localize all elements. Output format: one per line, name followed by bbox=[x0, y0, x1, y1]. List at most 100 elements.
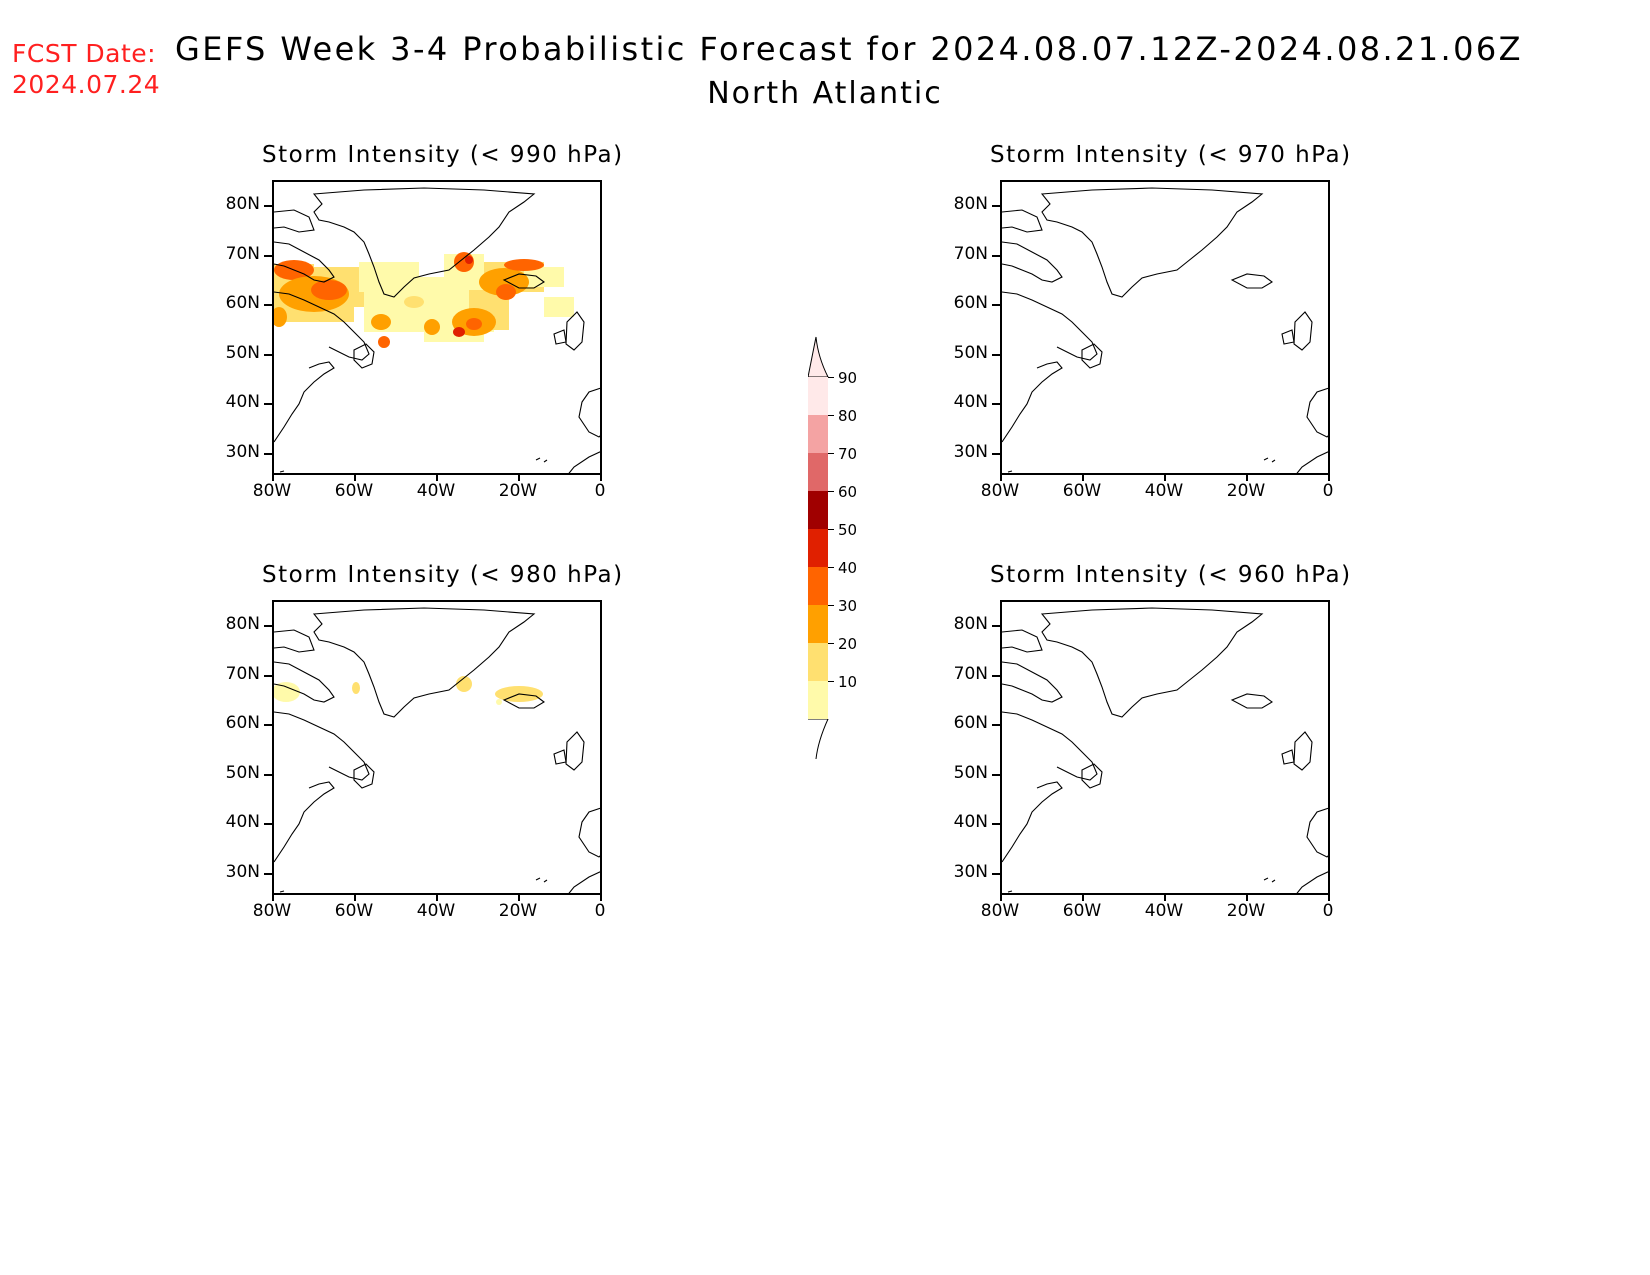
lon-tick bbox=[1328, 893, 1330, 901]
page-title: GEFS Week 3-4 Probabilistic Forecast for… bbox=[175, 30, 1523, 68]
lat-label: 60N bbox=[953, 713, 988, 733]
lon-label: 0 bbox=[1322, 481, 1334, 501]
page-subtitle: North Atlantic bbox=[707, 76, 943, 111]
colorbar-tick bbox=[828, 681, 834, 682]
lon-label: 60W bbox=[334, 901, 374, 921]
lon-tick bbox=[518, 473, 520, 481]
lon-label: 60W bbox=[1062, 901, 1102, 921]
lon-tick bbox=[272, 893, 274, 901]
colorbar-tick bbox=[828, 643, 834, 644]
colorbar-tick bbox=[828, 605, 834, 606]
lon-tick bbox=[1246, 893, 1248, 901]
lon-tick bbox=[1164, 473, 1166, 481]
lat-tick bbox=[264, 773, 272, 776]
lat-label: 70N bbox=[225, 663, 260, 684]
lon-tick bbox=[1000, 473, 1002, 481]
map-frame bbox=[272, 600, 602, 895]
colorbar-label: 80 bbox=[838, 407, 858, 425]
panel-960: Storm Intensity (< 960 hPa) 80N 70N 60N 50N 4… bbox=[954, 560, 1438, 940]
panel-title: Storm Intensity (< 990 hPa) bbox=[262, 142, 624, 168]
lon-tick bbox=[1082, 893, 1084, 901]
lon-label: 0 bbox=[594, 481, 606, 501]
lon-tick bbox=[272, 473, 274, 481]
lat-tick bbox=[992, 353, 1000, 356]
colorbar-label: 50 bbox=[838, 521, 858, 539]
lon-label: 60W bbox=[1062, 481, 1102, 501]
lat-label: 80N bbox=[225, 614, 260, 634]
lat-tick bbox=[992, 773, 1000, 776]
colorbar-swatch bbox=[808, 605, 828, 643]
lat-label: 60N bbox=[953, 293, 988, 313]
lat-tick bbox=[992, 823, 1000, 825]
lon-label: 80W bbox=[252, 481, 292, 501]
lat-tick bbox=[264, 452, 272, 455]
lat-tick bbox=[992, 304, 1000, 306]
colorbar-swatch bbox=[808, 529, 828, 567]
colorbar-swatch bbox=[808, 567, 828, 605]
lat-tick bbox=[264, 625, 272, 627]
lon-tick bbox=[1164, 893, 1166, 901]
lon-tick bbox=[354, 473, 356, 481]
lat-label: 30N bbox=[225, 441, 260, 462]
colorbar-swatch bbox=[808, 453, 828, 491]
lat-tick bbox=[992, 872, 1000, 875]
lat-tick bbox=[264, 674, 272, 677]
colorbar-swatch bbox=[808, 415, 828, 453]
lat-label: 80N bbox=[953, 614, 988, 634]
colorbar-label: 90 bbox=[838, 369, 858, 387]
panel-970: Storm Intensity (< 970 hPa) 80N 70N 60N 50N 4… bbox=[954, 140, 1438, 520]
lon-label: 40W bbox=[416, 481, 456, 501]
lon-label: 40W bbox=[1144, 481, 1184, 501]
lat-label: 70N bbox=[953, 243, 988, 264]
lat-tick bbox=[992, 205, 1000, 207]
lon-label: 20W bbox=[1226, 481, 1266, 501]
lat-tick bbox=[992, 254, 1000, 257]
map-frame bbox=[1000, 600, 1330, 895]
lon-label: 0 bbox=[1322, 901, 1334, 921]
colorbar-label: 60 bbox=[838, 483, 858, 501]
lon-tick bbox=[518, 893, 520, 901]
lon-tick bbox=[600, 473, 602, 481]
lon-tick bbox=[1082, 473, 1084, 481]
lat-tick bbox=[264, 403, 272, 405]
lon-tick bbox=[1000, 893, 1002, 901]
lon-label: 80W bbox=[980, 901, 1020, 921]
panel-title: Storm Intensity (< 960 hPa) bbox=[990, 562, 1352, 588]
lat-tick bbox=[992, 403, 1000, 405]
lat-tick bbox=[992, 625, 1000, 627]
colorbar-label: 30 bbox=[838, 597, 858, 615]
colorbar-label: 40 bbox=[838, 559, 858, 577]
lat-tick bbox=[992, 674, 1000, 677]
colorbar-tick bbox=[828, 415, 834, 416]
colorbar-top-cap bbox=[807, 335, 830, 383]
lat-label: 30N bbox=[225, 861, 260, 882]
colorbar-swatch bbox=[808, 377, 828, 415]
panel-title: Storm Intensity (< 980 hPa) bbox=[262, 562, 624, 588]
lat-label: 50N bbox=[225, 762, 260, 783]
lat-label: 50N bbox=[225, 342, 260, 363]
lon-label: 20W bbox=[498, 481, 538, 501]
lon-tick bbox=[436, 473, 438, 481]
lon-tick bbox=[436, 893, 438, 901]
panel-title: Storm Intensity (< 970 hPa) bbox=[990, 142, 1352, 168]
lat-label: 70N bbox=[953, 663, 988, 684]
colorbar-tick bbox=[828, 567, 834, 568]
lat-label: 50N bbox=[953, 762, 988, 783]
lon-label: 40W bbox=[1144, 901, 1184, 921]
map-frame bbox=[1000, 180, 1330, 475]
colorbar-label: 70 bbox=[838, 445, 858, 463]
colorbar-label: 20 bbox=[838, 635, 858, 653]
fcst-date-label: FCST Date: bbox=[12, 39, 157, 68]
lon-label: 60W bbox=[334, 481, 374, 501]
colorbar-swatch bbox=[808, 681, 828, 719]
lat-label: 80N bbox=[953, 194, 988, 214]
lon-label: 80W bbox=[980, 481, 1020, 501]
lat-tick bbox=[264, 823, 272, 825]
lat-label: 50N bbox=[953, 342, 988, 363]
panel-990: Storm Intensity (< 990 hPa) 80N 70N 60N 50N 4… bbox=[226, 140, 710, 520]
lon-label: 0 bbox=[594, 901, 606, 921]
lon-tick bbox=[1246, 473, 1248, 481]
lat-label: 40N bbox=[225, 392, 260, 412]
lat-label: 70N bbox=[225, 243, 260, 264]
colorbar-swatch bbox=[808, 491, 828, 529]
